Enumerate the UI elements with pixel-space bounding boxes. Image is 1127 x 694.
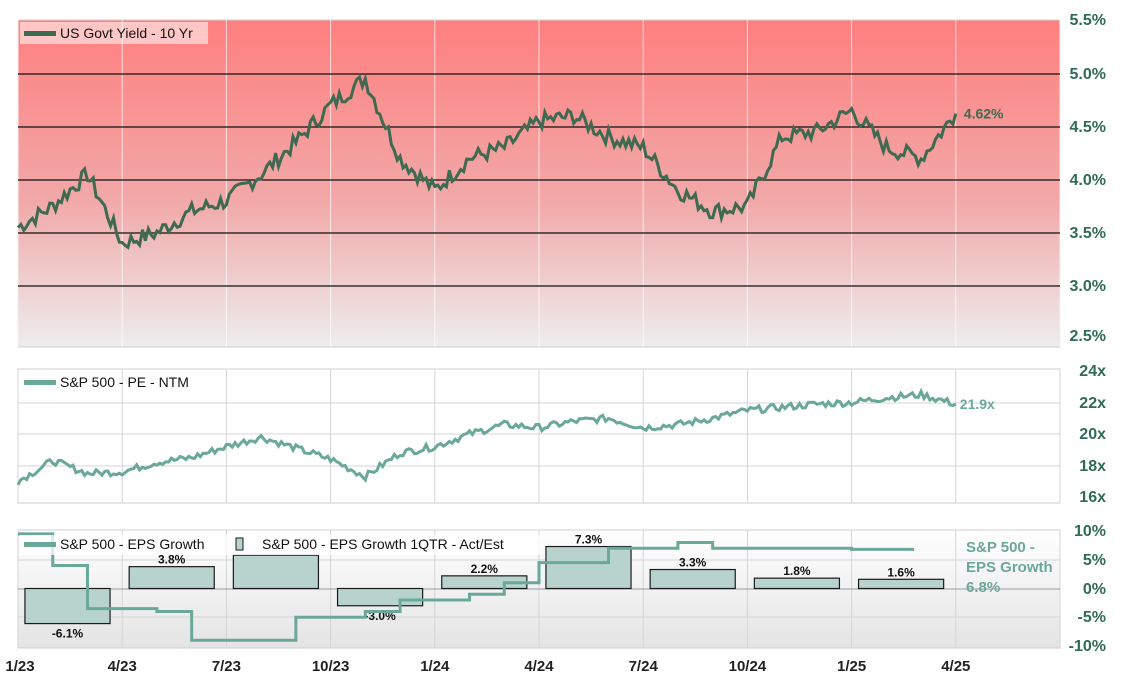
y-tick-label: -10% [1069,638,1106,655]
pe-vertical-grid [17,370,1061,503]
eps-bar-label: 1.6% [887,565,915,579]
yield-y-axis: 5.5% 5.0% 4.5% 4.0% 3.5% 3.0% 2.5% [1070,12,1106,345]
yield-panel: 5.5% 5.0% 4.5% 4.0% 3.5% 3.0% 2.5% 4.62% US Go… [16,12,1106,348]
eps-growth-note-line-3: 6.8% [966,579,1000,596]
yield-legend: US Govt Yield - 10 Yr [20,22,208,44]
eps-bars: -6.1%3.8%-3.0%2.2%7.3%3.3%1.8% 1.6% [24,533,945,641]
y-tick-label: 4.0% [1070,172,1106,189]
x-tick-label: 10/23 [312,658,350,675]
y-tick-label: 22x [1079,395,1106,412]
y-tick-label: 3.0% [1070,278,1106,295]
eps-bar-label: 3.3% [679,556,707,570]
y-tick-label: -5% [1078,609,1106,626]
x-tick-label: 7/24 [629,658,659,675]
eps-bar-label: 7.3% [575,533,603,547]
y-tick-label: 3.5% [1070,225,1106,242]
eps-bar-legend-swatch [235,537,244,551]
eps-bar-label: 3.8% [158,553,186,567]
x-tick-label: 1/23 [5,658,34,675]
pe-panel: 24x 22x 20x 18x 16x 21.9x S&P 500 - PE - NTM [16,363,1106,506]
x-tick-label: 1/25 [837,658,866,675]
y-tick-label: 24x [1079,363,1106,380]
pe-legend: S&P 500 - PE - NTM [24,374,189,390]
eps-bar [128,566,215,590]
y-tick-label: 2.5% [1070,328,1106,345]
y-tick-label: 5.5% [1070,12,1106,29]
eps-bar-label: 2.2% [471,562,499,576]
x-tick-label: 10/24 [729,658,767,675]
pe-last-value-label: 21.9x [960,396,995,412]
x-tick-label: 1/24 [420,658,450,675]
eps-growth-note-line-2: EPS Growth [966,559,1053,576]
x-tick-label: 4/24 [524,658,554,675]
yield-horizontal-grid [18,73,1060,287]
eps-panel: 10%5%0%-5%-10% -6.1%3.8%-3.0%2.2%7.3%3.3… [17,523,1106,655]
eps-bar [24,587,111,625]
y-tick-label: 16x [1079,489,1106,506]
x-tick-label: 4/23 [108,658,137,675]
pe-legend-swatch [24,380,56,385]
y-tick-label: 18x [1079,458,1106,475]
eps-line-legend-swatch [24,542,56,547]
y-tick-label: 0% [1083,581,1106,598]
pe-series-line [16,387,957,486]
y-tick-label: 4.5% [1070,119,1106,136]
eps-growth-note-line-1: S&P 500 - [966,539,1035,556]
y-tick-label: 10% [1074,523,1106,540]
eps-bar [649,568,736,590]
y-tick-label: 20x [1079,426,1106,443]
eps-growth-line [18,532,915,642]
eps-line-legend-label: S&P 500 - EPS Growth [60,536,204,552]
yield-series-line [16,73,958,250]
y-tick-label: 5.0% [1070,66,1106,83]
y-tick-label: 5% [1083,552,1106,569]
eps-bar-legend-label: S&P 500 - EPS Growth 1QTR - Act/Est [262,536,504,552]
pe-legend-label: S&P 500 - PE - NTM [60,374,189,390]
eps-bar [232,554,320,590]
eps-bar [753,577,841,590]
eps-bar-label: -6.1% [52,627,84,641]
eps-legend: S&P 500 - EPS Growth S&P 500 - EPS Growt… [20,535,540,555]
x-tick-label: 4/25 [941,658,970,675]
yield-legend-label: US Govt Yield - 10 Yr [60,25,193,41]
eps-bar-label: 1.8% [783,564,811,578]
yield-legend-box [20,22,208,44]
x-axis: 1/23 4/23 7/23 10/23 1/24 4/24 7/24 10/24 1/25 4/… [5,658,970,675]
eps-y-axis: 10% 5% 0% -5% -10% [1069,523,1106,655]
eps-bar [857,578,945,590]
eps-bar [336,587,424,607]
eps-bar [545,545,632,590]
yield-legend-swatch [24,31,56,36]
eps-growth-note: S&P 500 - EPS Growth 6.8% [966,539,1053,596]
pe-y-axis: 24x 22x 20x 18x 16x [1079,363,1106,506]
x-tick-label: 7/23 [212,658,241,675]
pe-horizontal-grid [18,402,1060,467]
eps-legend-box [20,535,540,555]
yield-last-value-label: 4.62% [964,106,1004,122]
